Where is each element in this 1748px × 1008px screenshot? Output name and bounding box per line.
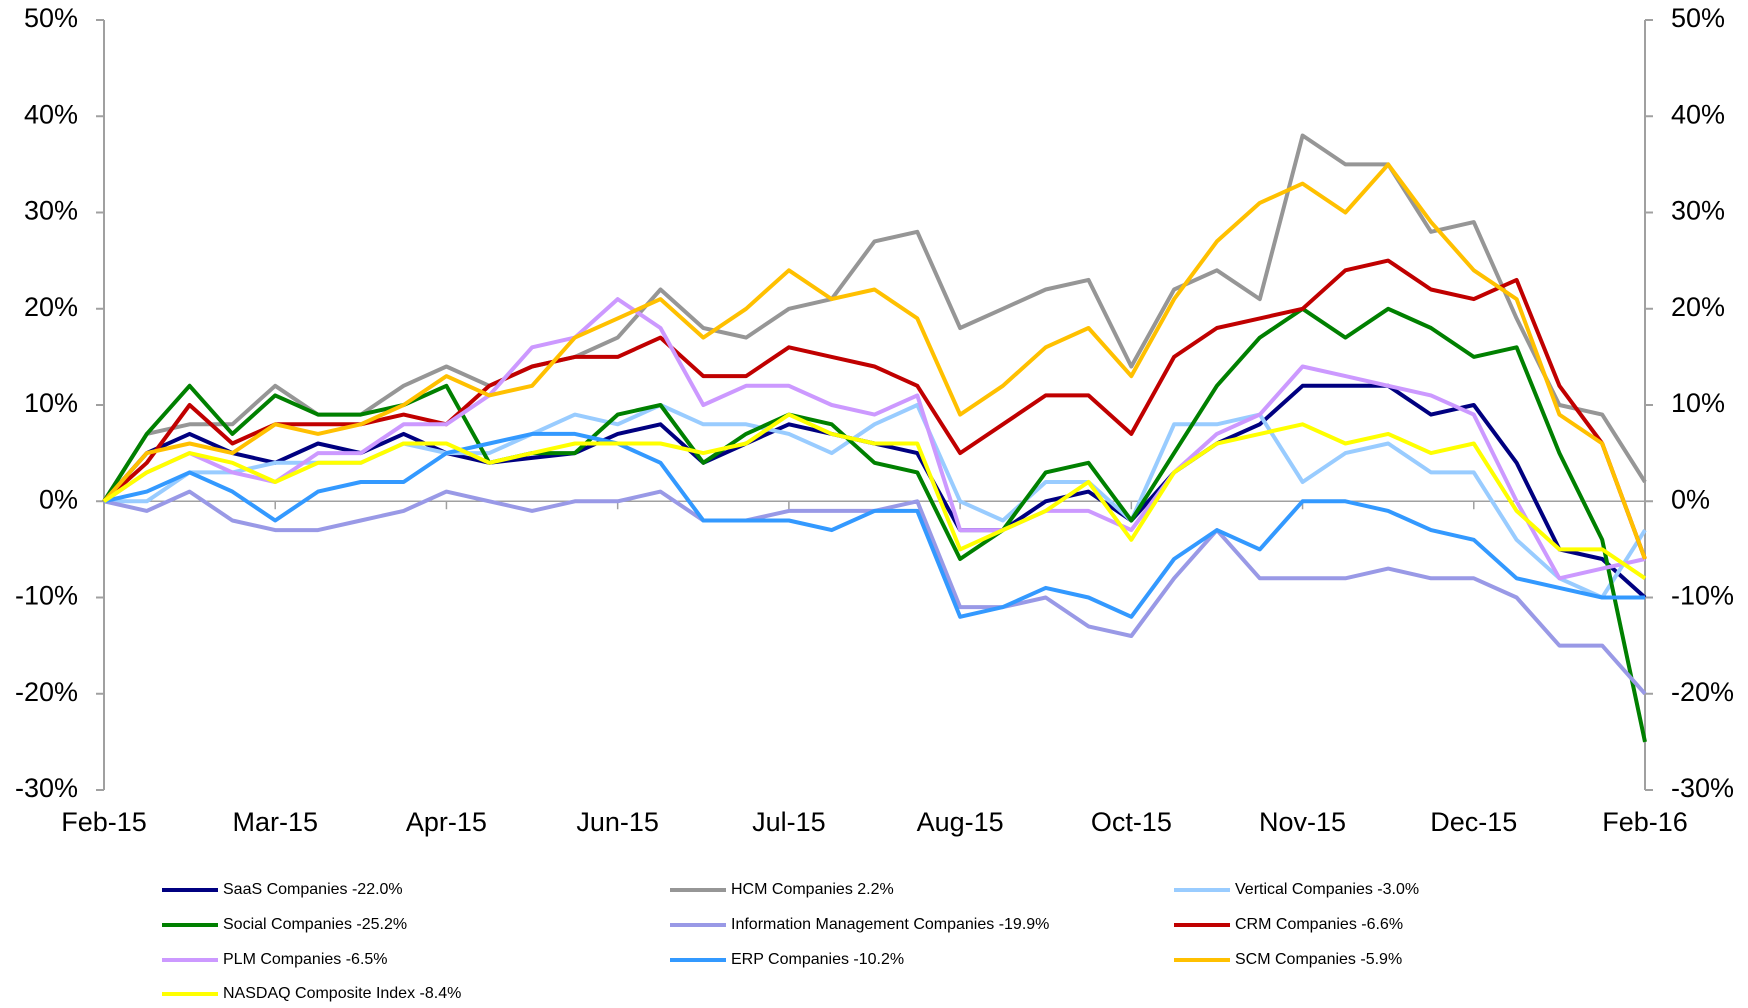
legend-label: PLM Companies -6.5% <box>223 951 388 968</box>
series-line <box>102 306 1647 743</box>
series-line <box>102 258 1647 560</box>
y2-tick-label: -10% <box>1671 581 1734 611</box>
x-tick-label: Aug-15 <box>917 807 1004 837</box>
legend-label: HCM Companies 2.2% <box>731 881 894 898</box>
y2-tick-label: -20% <box>1671 677 1734 707</box>
legend-label: SCM Companies -5.9% <box>1235 951 1402 968</box>
y-tick-label: 10% <box>24 388 78 418</box>
y2-tick-label: 20% <box>1671 292 1725 322</box>
y-tick-label: 20% <box>24 292 78 322</box>
legend-label: NASDAQ Composite Index -8.4% <box>223 985 461 1002</box>
y-tick-label: 50% <box>24 3 78 33</box>
x-tick-label: Feb-16 <box>1602 807 1688 837</box>
series-line <box>103 431 1645 619</box>
series-line <box>102 297 1646 581</box>
y2-tick-label: 10% <box>1671 388 1725 418</box>
series-line <box>102 162 1647 560</box>
x-tick-label: Nov-15 <box>1259 807 1346 837</box>
x-tick-label: Jul-15 <box>752 807 826 837</box>
x-tick-label: Jun-15 <box>576 807 659 837</box>
legend-label: Information Management Companies -19.9% <box>731 916 1049 933</box>
y-tick-label: 0% <box>39 484 78 514</box>
legend-label: SaaS Companies -22.0% <box>223 881 403 898</box>
y-tick-label: -30% <box>15 773 78 803</box>
x-tick-label: Mar-15 <box>232 807 318 837</box>
y2-tick-label: 30% <box>1671 196 1725 226</box>
y-tick-label: -20% <box>15 677 78 707</box>
y2-tick-label: -30% <box>1671 773 1734 803</box>
legend-label: ERP Companies -10.2% <box>731 951 904 968</box>
y2-tick-label: 0% <box>1671 484 1710 514</box>
x-tick-label: Apr-15 <box>406 807 487 837</box>
y2-tick-label: 40% <box>1671 99 1725 129</box>
x-tick-label: Oct-15 <box>1091 807 1172 837</box>
x-tick-label: Feb-15 <box>61 807 147 837</box>
series-line <box>102 412 1647 580</box>
y-tick-label: -10% <box>15 581 78 611</box>
y-tick-label: 30% <box>24 196 78 226</box>
legend-label: Vertical Companies -3.0% <box>1235 881 1419 898</box>
x-tick-label: Dec-15 <box>1430 807 1517 837</box>
y2-tick-label: 50% <box>1671 3 1725 33</box>
legend-label: Social Companies -25.2% <box>223 916 407 933</box>
series-line <box>102 383 1647 599</box>
y-tick-label: 40% <box>24 99 78 129</box>
legend-label: CRM Companies -6.6% <box>1235 916 1403 933</box>
